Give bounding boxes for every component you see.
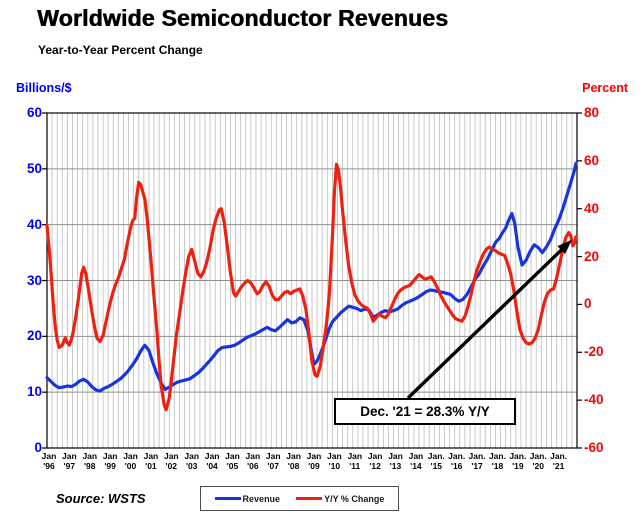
left-axis-tick-label: 50 xyxy=(26,160,42,176)
x-axis-tick-label: Jan '14 xyxy=(408,451,424,471)
x-axis-tick-label: Jan '09 xyxy=(306,451,322,471)
page-subtitle: Year-to-Year Percent Change xyxy=(38,43,203,57)
x-axis-tick-label: Jan '07 xyxy=(265,451,281,471)
right-axis-tick-label: 20 xyxy=(584,248,600,264)
right-axis-tick-label: -20 xyxy=(584,344,604,360)
source-note: Source: WSTS xyxy=(56,491,146,506)
x-axis-tick-label: Jan '99 xyxy=(102,451,118,471)
x-axis-tick-label: Jan '11 xyxy=(347,451,363,471)
x-axis-tick-label: Jan '13 xyxy=(388,451,403,471)
revenue-line xyxy=(45,161,578,393)
x-axis-tick-label: Jan '01 xyxy=(143,451,159,471)
x-axis-tick-label: Jan. '18 xyxy=(488,451,506,471)
yoy-line-swatch xyxy=(296,497,323,500)
x-axis-tick-label: Jan '05 xyxy=(225,451,240,471)
x-axis-tick-label: Jan '12 xyxy=(367,451,383,471)
right-axis-tick-label: -40 xyxy=(584,392,604,408)
annotation-callout: Dec. '21 = 28.3% Y/Y xyxy=(334,398,516,425)
x-axis-tick-label: Jan '08 xyxy=(286,451,301,471)
yoy-line xyxy=(45,162,578,412)
x-axis-tick-label: Jan '02 xyxy=(163,451,179,471)
right-axis-tick-label: 40 xyxy=(584,200,600,216)
left-axis-tick-label: 20 xyxy=(26,328,42,344)
annotation-arrowhead xyxy=(557,239,572,255)
x-axis-tick-label: Jan. '17 xyxy=(468,451,486,471)
left-axis-title: Billions/$ xyxy=(16,81,72,95)
page-title: Worldwide Semiconductor Revenues xyxy=(37,5,449,31)
x-axis-tick-label: Jan. '21 xyxy=(550,451,568,471)
left-axis-tick-label: 30 xyxy=(26,272,42,288)
x-axis-tick-label: Jan. '20 xyxy=(529,451,547,471)
x-axis-tick-label: Jan '06 xyxy=(245,451,261,471)
chart-legend: Revenue Y/Y % Change xyxy=(200,486,399,511)
x-axis-tick-label: Jan. '15 xyxy=(427,451,445,471)
x-axis-tick-label: Jan '10 xyxy=(327,451,342,471)
x-axis-tick-label: Jan '04 xyxy=(204,451,220,471)
legend-label-revenue: Revenue xyxy=(242,493,281,504)
legend-item-yoy: Y/Y % Change xyxy=(296,494,384,504)
x-axis-tick-label: Jan '98 xyxy=(82,451,98,471)
left-axis-tick-label: 60 xyxy=(26,105,42,120)
left-axis-tick-label: 10 xyxy=(26,384,42,400)
x-axis-tick-label: Jan. '19 xyxy=(509,451,527,471)
x-axis-tick-label: Jan '97 xyxy=(62,451,77,471)
x-axis-tick-label: Jan '96 xyxy=(41,451,57,471)
x-axis-tick-label: Jan '03 xyxy=(184,451,200,471)
left-axis-tick-label: 40 xyxy=(26,216,42,232)
right-axis-tick-label: 60 xyxy=(584,152,600,168)
revenue-line-swatch xyxy=(214,497,241,500)
x-axis-tick-label: Jan '00 xyxy=(123,451,138,471)
right-axis-tick-label: -60 xyxy=(584,440,604,455)
legend-label-yoy: Y/Y % Change xyxy=(324,493,385,504)
legend-item-revenue: Revenue xyxy=(214,493,281,504)
x-axis-tick-label: Jan. '16 xyxy=(448,451,466,471)
right-axis-tick-label: 0 xyxy=(584,296,592,312)
right-axis-tick-label: 80 xyxy=(584,105,600,120)
annotation-arrow xyxy=(406,246,565,400)
left-axis-tick-label: 0 xyxy=(34,440,42,455)
right-axis-title: Percent xyxy=(582,81,628,95)
